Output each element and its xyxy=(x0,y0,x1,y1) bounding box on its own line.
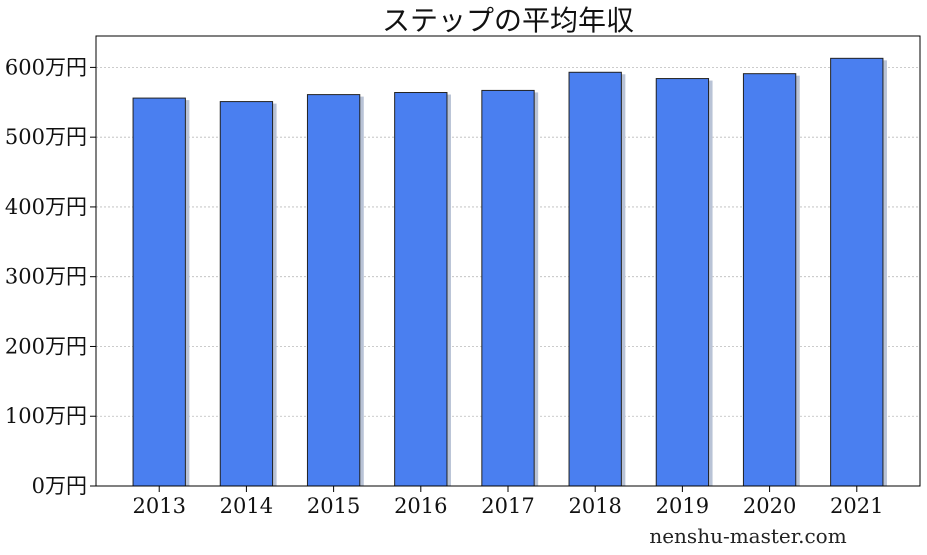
y-axis: 0万円 100万円 200万円 300万円 400万円 500万円 600万円 xyxy=(5,55,96,498)
y-tick-label: 400万円 xyxy=(5,195,87,219)
y-tick-label: 500万円 xyxy=(5,125,87,149)
x-tick-label: 2013 xyxy=(132,494,185,518)
bar xyxy=(655,78,710,487)
y-tick-label: 300万円 xyxy=(5,265,87,289)
x-tick-label: 2016 xyxy=(394,494,447,518)
x-tick-label: 2021 xyxy=(830,494,883,518)
y-tick-label: 600万円 xyxy=(5,55,87,79)
bar xyxy=(132,97,186,487)
watermark: nenshu-master.com xyxy=(649,524,846,548)
x-tick-label: 2019 xyxy=(656,494,709,518)
bar xyxy=(568,71,622,487)
bar xyxy=(306,94,361,487)
bar xyxy=(830,57,884,487)
y-tick-label: 200万円 xyxy=(5,334,87,358)
x-tick-label: 2018 xyxy=(568,494,621,518)
bars xyxy=(132,57,887,487)
bar xyxy=(742,73,797,487)
x-tick-label: 2017 xyxy=(481,494,534,518)
bar xyxy=(394,92,448,487)
y-tick-label: 100万円 xyxy=(5,404,87,428)
x-tick-label: 2020 xyxy=(743,494,796,518)
x-tick-label: 2014 xyxy=(220,494,273,518)
y-tick-label: 0万円 xyxy=(32,474,87,498)
bar xyxy=(219,101,274,487)
chart-title: ステップの平均年収 xyxy=(382,4,634,37)
x-axis: 2013 2014 2015 2016 2017 2018 2019 2020 2021 xyxy=(132,486,884,518)
x-tick-label: 2015 xyxy=(307,494,360,518)
bar xyxy=(481,89,535,487)
